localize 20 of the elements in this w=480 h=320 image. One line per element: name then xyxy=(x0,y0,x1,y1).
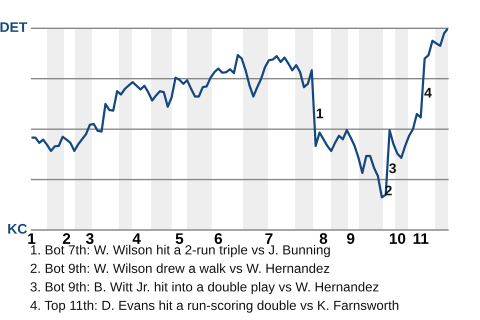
ref-line-label: DET xyxy=(0,22,28,32)
text: 4. Top 11th: D. Evans hit a run-scoring double vs K. Farnsworth xyxy=(30,300,398,313)
x-tick-label: 10 xyxy=(390,233,406,244)
text: 3. Bot 9th: B. Witt Jr. hit into a double play vs W. Hernandez xyxy=(30,282,378,294)
ref-line-label: KC xyxy=(8,224,27,234)
text: 2. Bot 9th: W. Wilson drew a walk vs W. Hernandez xyxy=(30,263,330,274)
x-tick-label: 8 xyxy=(320,233,328,244)
x-tick-label: 5 xyxy=(176,233,184,244)
x-tick-label: 7 xyxy=(265,233,273,244)
annotation: 3 xyxy=(389,163,396,174)
x-tick-label: 4 xyxy=(132,233,141,244)
x-tick-label: 11 xyxy=(414,233,428,244)
x-tick-label: 2 xyxy=(62,233,70,244)
x-tick-label: 9 xyxy=(346,233,354,244)
text: 1. Bot 7th: W. Wilson hit a 2-run triple vs J. Bunning xyxy=(31,244,330,258)
x-tick-label: 6 xyxy=(214,233,222,244)
x-tick-label: 3 xyxy=(86,233,94,244)
annotation: 1 xyxy=(316,108,324,118)
annotation: 4 xyxy=(424,88,432,98)
x-tick-label: 1 xyxy=(28,233,36,244)
